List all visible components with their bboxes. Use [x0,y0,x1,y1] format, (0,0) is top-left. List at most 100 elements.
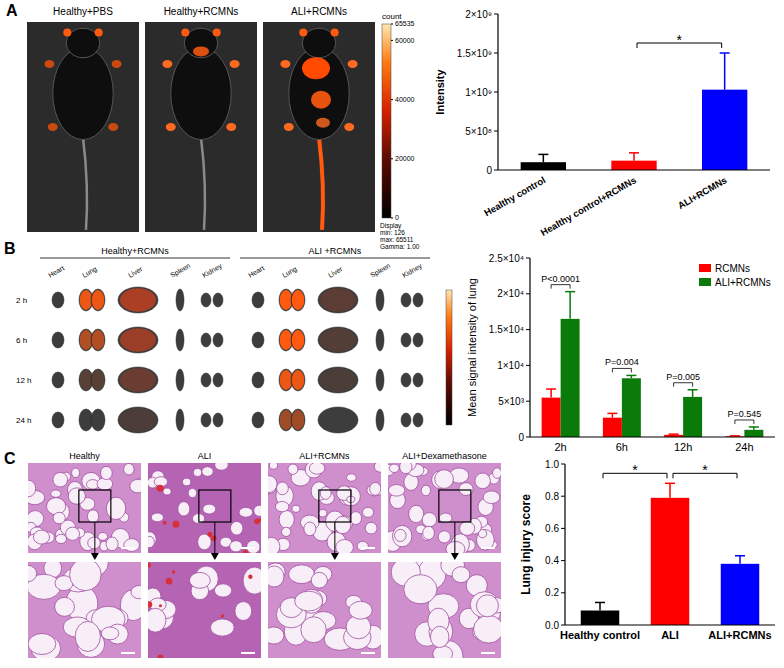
alveolus [476,530,494,550]
alveolus [230,521,243,535]
error-bar [626,375,636,378]
scale-bar [481,547,495,549]
ear [95,29,103,37]
histology-image [268,463,381,553]
organ [401,373,411,387]
alveolus [389,464,399,472]
bar [721,564,760,625]
alveolus [268,476,277,493]
organ-signal [92,330,105,350]
alveolus [357,541,368,550]
x-tick-label: 12h [674,441,692,453]
histology-image [268,562,381,658]
alveolus [148,608,166,632]
group-underline [40,258,230,259]
alveolus [334,516,350,533]
y-tick [494,170,498,171]
alveolus [349,601,372,619]
organ-signal [92,290,105,310]
organ [252,372,264,388]
image-title: Healthy+PBS [53,6,113,17]
alveolus [53,512,65,523]
alveolus [47,498,66,515]
time-label: 6 h [16,336,27,345]
y-tick-label: 0.6 [545,523,559,534]
image-background [145,22,257,232]
alveolus [421,485,430,496]
alveolus [130,479,141,493]
scale-bar [121,547,135,549]
organ [52,372,64,388]
paw [44,60,54,68]
x-tick-label: 2h [555,441,567,453]
alveolus [289,565,315,584]
error-cap [565,291,575,293]
zoom-box [199,490,231,522]
error-line [599,602,601,610]
alveolus [28,480,36,497]
paw [284,123,294,131]
alveolus [235,602,252,621]
x-axis [565,624,775,625]
organ-signal [80,290,93,310]
y-axis-label: Mean signal intensity of lung [466,278,478,417]
time-label: 24 h [16,416,32,425]
organ [213,333,223,347]
alveolus [163,488,171,495]
error-cap [688,389,698,391]
organ [318,407,358,433]
alveolus [493,468,501,479]
scale-bar [361,652,375,654]
paw [48,123,58,131]
organ [291,289,305,311]
colorbar-tick-label: 0 [395,214,399,221]
organ [201,413,211,427]
image-title: ALI+RCMNs [291,6,347,17]
tissue [388,463,501,553]
colorbar-tick [391,24,393,25]
organ [376,369,384,391]
organ [213,293,223,307]
organ-signal [292,370,305,390]
bar [561,319,580,437]
organ [413,373,423,387]
p-value: P=0.545 [727,409,761,419]
alveolus [374,463,381,472]
error-line [669,483,671,497]
bar [603,418,622,437]
y-tick-label: 0.0 [545,620,559,631]
y-tick-label: 5×10⁸ [465,126,492,137]
legend-swatch [699,264,711,272]
legend-label: ALI+RCMNs [715,277,771,288]
organ [118,327,158,353]
bar [651,498,690,625]
alveolus [292,505,300,512]
signal [193,46,209,56]
alveolus [365,522,377,534]
alveolus [28,634,56,655]
y-axis [529,258,530,437]
alveolus [72,468,80,478]
error-cap [735,555,745,557]
alveolus [446,541,465,553]
organ [91,289,105,311]
error-line [569,292,571,319]
alveolus [101,627,119,640]
signal [302,57,330,79]
organ [318,287,358,313]
error-bar [688,390,698,397]
blood-cell [258,518,261,522]
organ [176,289,184,311]
y-tick [494,53,498,54]
alveolus [66,527,80,540]
image-title: Healthy+RCMNs [164,6,239,17]
alveolus [370,482,381,495]
error-bar [665,483,675,497]
alveolus [56,534,67,543]
alveolus [475,473,490,489]
ear [331,29,339,37]
x-tick-label: Healthy control+RCMNs [539,174,638,238]
alveolus [346,474,356,482]
zoom-arrow [94,522,95,556]
error-line [633,153,635,161]
